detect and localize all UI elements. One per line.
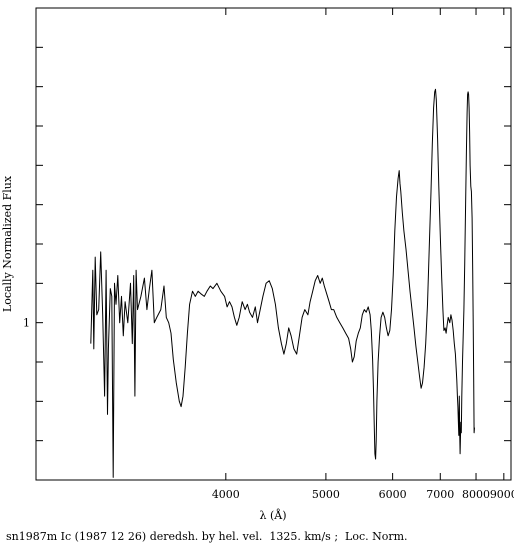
x-tick-label-0: 4000 [212,488,240,501]
x-axis-label: λ (Å) [260,508,287,522]
y-axis-ticks: 1 [23,46,511,442]
spectrum-line-0 [90,88,475,478]
y-tick-label-0: 1 [23,317,30,330]
chart-caption: sn1987m Ic (1987 12 26) deredsh. by hel.… [6,530,408,543]
x-tick-label-2: 6000 [379,488,407,501]
y-axis-label: Locally Normalized Flux [1,175,14,312]
x-axis-ticks: 4000 5000 6000 7000 80009000 [212,8,514,501]
x-tick-label-3: 7000 [426,488,454,501]
x-tick-label-4: 8000 [462,488,490,501]
x-tick-label-1: 5000 [312,488,340,501]
x-tick-label-5: 9000 [490,488,514,501]
series-layer [90,88,475,478]
